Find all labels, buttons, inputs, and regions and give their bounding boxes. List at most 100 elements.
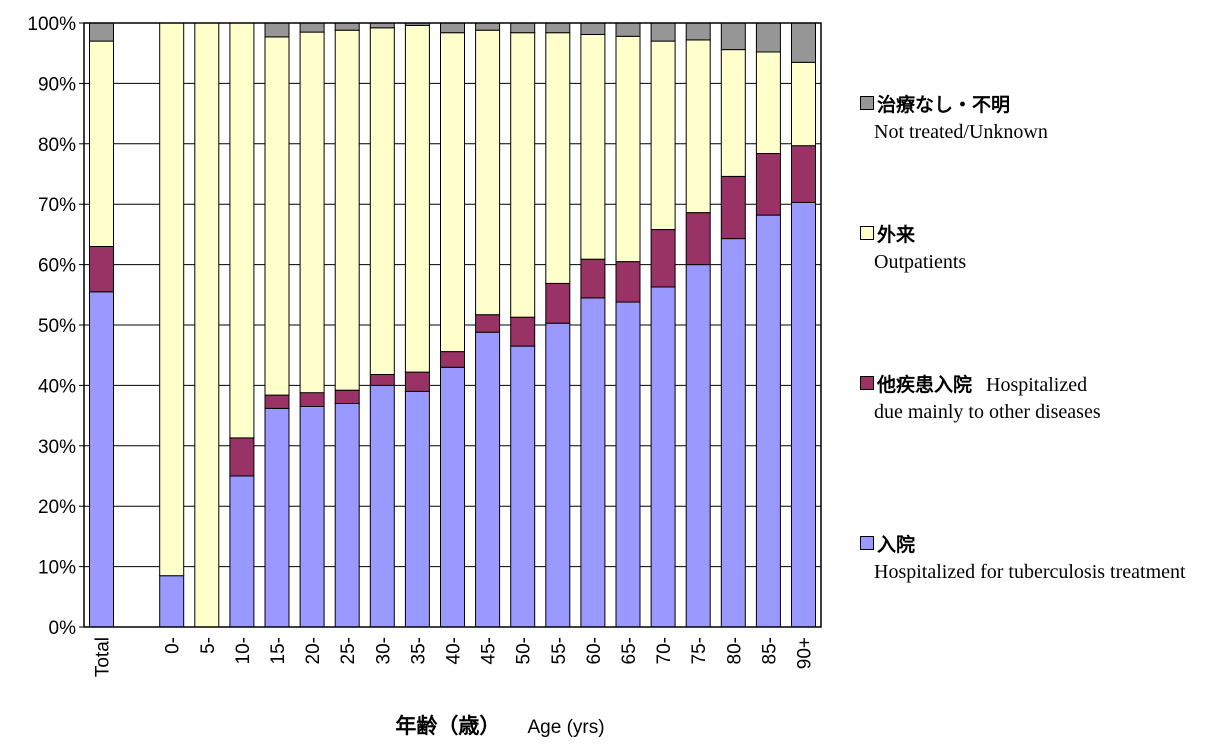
y-tick-label: 100% [27, 14, 76, 35]
legend-label-jp: 外来 [877, 224, 916, 246]
x-tick-label: 85- [759, 637, 780, 664]
legend-label-jp: 治療なし・不明 [877, 94, 1011, 116]
bar-segment [685, 39, 711, 214]
x-tick-label: 25- [338, 637, 359, 664]
bar-segment [791, 145, 816, 203]
y-tick-label: 30% [38, 437, 76, 458]
legend-swatch [860, 96, 874, 110]
legend-heading: 入院 [860, 533, 1210, 558]
x-tick-label: 20- [303, 637, 324, 664]
bar-segment [720, 49, 746, 177]
bar-segment [545, 32, 571, 284]
x-axis-title: 年齢（歳） Age (yrs) [0, 710, 1000, 740]
bar-segment [580, 34, 606, 260]
legend-heading: 外来 [860, 223, 1210, 248]
x-tick-label: 70- [654, 637, 675, 664]
bar-segment [334, 29, 360, 391]
bar-segment [510, 32, 536, 318]
bar-segment [334, 403, 360, 628]
legend-description: Not treated/Unknown [874, 121, 1048, 143]
bar-segment [475, 29, 501, 316]
bar-segment [510, 22, 536, 34]
bar-segment [440, 22, 465, 34]
legend-item: 外来 Outpatients [860, 223, 1210, 277]
bar-segment [264, 22, 290, 38]
bar-segment [545, 22, 571, 34]
bar-segment [580, 22, 606, 35]
bar-segment [299, 392, 325, 408]
legend-description: due mainly to other diseases [874, 401, 1101, 423]
bar-segment [510, 345, 536, 628]
bar-segment [229, 22, 255, 439]
bar-segment [650, 286, 676, 628]
bar-segment [545, 282, 571, 324]
y-tick-label: 80% [38, 135, 76, 156]
bar-segment [89, 246, 114, 293]
bar-segment [159, 575, 185, 628]
bar-segment [299, 31, 325, 394]
bar-segment [264, 407, 290, 628]
x-tick-label: 5- [198, 637, 219, 654]
bar-segment [791, 61, 816, 147]
bar-segment [475, 22, 501, 31]
x-axis-title-jp: 年齢（歳） [395, 714, 501, 738]
x-axis: Total 0- 5- 10- 15- 20- 25- 30- 35- 40- 45- 50- 55- 6… [93, 637, 816, 677]
x-axis-title-en: Age (yrs) [527, 717, 605, 738]
bar-segment [440, 32, 465, 353]
bar-segment [264, 36, 290, 396]
x-tick-label: 90+ [795, 637, 816, 669]
y-tick-label: 60% [38, 256, 76, 277]
bar-segment [650, 229, 676, 288]
bar-segment [720, 22, 746, 51]
legend-label-jp: 他疾患入院 [877, 374, 973, 396]
y-tick-label: 40% [38, 376, 76, 397]
bar-segment [89, 22, 114, 42]
bar-segment [475, 314, 501, 333]
bar-segment [580, 258, 606, 299]
bar-segment [440, 351, 465, 368]
y-tick-label: 70% [38, 195, 76, 216]
x-tick-label: 60- [584, 637, 605, 664]
bar-segment [791, 22, 816, 63]
x-tick-label: Total [93, 637, 114, 677]
bar-segment [404, 24, 430, 373]
x-tick-label: 35- [408, 637, 429, 664]
bar-segment [685, 212, 711, 266]
y-tick-label: 10% [38, 558, 76, 579]
bar-segment [334, 22, 360, 31]
legend-description: Outpatients [874, 251, 967, 273]
bar-segment [369, 374, 395, 386]
bar-segment [229, 437, 255, 477]
bar-segment [159, 22, 185, 577]
x-tick-label: 45- [479, 637, 500, 664]
bar-segment [510, 316, 536, 347]
bar-segment [89, 40, 114, 247]
bar-segment [755, 51, 781, 154]
legend-heading: 治療なし・不明 [860, 93, 1210, 118]
bar-segment [720, 238, 746, 628]
y-tick-label: 90% [38, 74, 76, 95]
y-tick-label: 20% [38, 497, 76, 518]
bar-segment [440, 366, 465, 628]
x-tick-label: 65- [619, 637, 640, 664]
x-tick-label: 50- [514, 637, 535, 664]
bar-segment [369, 27, 395, 376]
legend-label-jp: 入院 [877, 534, 916, 556]
bar-segment [89, 291, 114, 628]
bar-segment [755, 22, 781, 53]
bar-segment [615, 261, 641, 303]
bar-segment [685, 22, 711, 41]
legend-swatch [860, 376, 874, 390]
legend-item: 他疾患入院 Hospitalized due mainly to other dis… [860, 373, 1210, 427]
bar-segment [720, 175, 746, 240]
y-axis: 0% 10% 20% 30% 40% 50% 60% 70% 80% 90% 100% [27, 14, 84, 639]
x-tick-label: 10- [233, 637, 254, 664]
bar-segment [580, 297, 606, 628]
bar-segment [615, 22, 641, 37]
legend-description: Hospitalized for tuberculosis treatment [874, 561, 1186, 583]
bar-segment [229, 475, 255, 628]
bar-segment [791, 201, 816, 628]
bar-segment [685, 264, 711, 628]
bar-segment [404, 371, 430, 392]
